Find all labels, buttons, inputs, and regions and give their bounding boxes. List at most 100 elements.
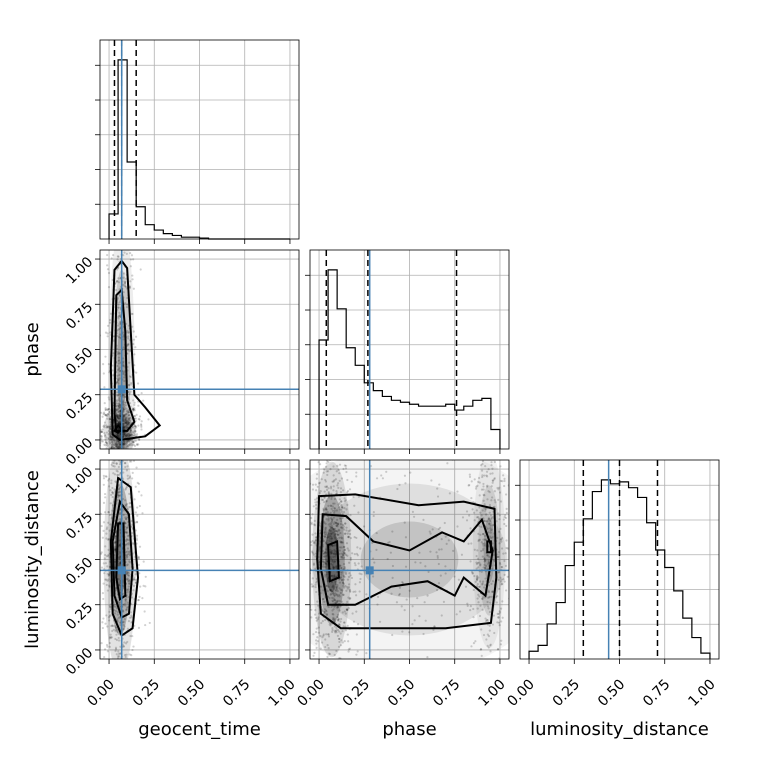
sample-point bbox=[109, 502, 112, 505]
sample-point bbox=[117, 639, 121, 642]
sample-point bbox=[310, 608, 313, 611]
sample-point bbox=[481, 549, 485, 552]
sample-point bbox=[119, 601, 122, 604]
sample-point bbox=[127, 434, 130, 438]
sample-point bbox=[488, 491, 491, 494]
x-tick-label: 0.50 bbox=[595, 677, 628, 710]
sample-point bbox=[123, 432, 126, 435]
sample-point bbox=[356, 554, 359, 557]
sample-point bbox=[108, 321, 112, 324]
sample-point bbox=[505, 511, 508, 515]
x-tick-label: 0.50 bbox=[175, 677, 208, 710]
sample-point bbox=[110, 435, 113, 439]
sample-point bbox=[122, 364, 125, 368]
sample-point bbox=[341, 555, 344, 558]
sample-point bbox=[343, 549, 346, 552]
sample-point bbox=[330, 487, 333, 490]
sample-point bbox=[115, 638, 119, 642]
sample-point bbox=[333, 544, 336, 547]
sample-point bbox=[116, 451, 118, 453]
sample-point bbox=[497, 555, 500, 558]
sample-point bbox=[333, 576, 336, 579]
sample-point bbox=[119, 457, 121, 459]
sample-point bbox=[109, 312, 113, 315]
sample-point bbox=[341, 665, 343, 667]
sample-point bbox=[480, 628, 483, 631]
sample-point bbox=[324, 485, 327, 488]
sample-point bbox=[110, 444, 113, 447]
sample-point bbox=[242, 506, 244, 508]
sample-point bbox=[488, 545, 491, 548]
sample-point bbox=[101, 430, 104, 433]
sample-point bbox=[131, 278, 134, 281]
sample-point bbox=[337, 728, 339, 730]
sample-point bbox=[124, 407, 127, 410]
sample-point bbox=[341, 557, 344, 560]
sample-point bbox=[109, 434, 112, 437]
sample-point bbox=[116, 258, 119, 261]
sample-point bbox=[291, 564, 293, 566]
sample-point bbox=[491, 590, 494, 593]
sample-point bbox=[129, 419, 132, 423]
sample-point bbox=[438, 483, 441, 486]
sample-point bbox=[358, 590, 361, 593]
sample-point bbox=[353, 553, 356, 556]
sample-point bbox=[347, 606, 350, 610]
sample-point bbox=[489, 514, 493, 517]
sample-point bbox=[114, 441, 117, 444]
sample-point bbox=[207, 511, 209, 513]
sample-point bbox=[477, 457, 479, 459]
scatter-panel-luminosity_distance_vs_phase bbox=[207, 383, 510, 730]
sample-point bbox=[116, 428, 119, 431]
sample-point bbox=[475, 383, 477, 385]
sample-point bbox=[108, 573, 111, 576]
sample-point bbox=[118, 423, 121, 426]
sample-point bbox=[118, 446, 121, 449]
sample-point bbox=[348, 561, 351, 564]
sample-point bbox=[132, 457, 134, 459]
sample-point bbox=[503, 580, 506, 583]
sample-point bbox=[376, 603, 379, 606]
sample-point bbox=[311, 585, 314, 588]
sample-point bbox=[111, 450, 113, 452]
sample-point bbox=[118, 288, 121, 291]
sample-point bbox=[109, 614, 112, 617]
sample-point bbox=[483, 542, 486, 545]
sample-point bbox=[120, 695, 122, 697]
sample-point bbox=[114, 480, 117, 483]
sample-point bbox=[104, 433, 107, 437]
sample-point bbox=[429, 550, 432, 553]
sample-point bbox=[469, 527, 472, 530]
sample-point bbox=[336, 634, 340, 637]
sample-point bbox=[118, 545, 121, 548]
sample-point bbox=[118, 423, 121, 426]
sample-point bbox=[118, 671, 120, 673]
y-tick-label: 0.75 bbox=[63, 509, 96, 542]
sample-point bbox=[408, 589, 411, 592]
sample-point bbox=[100, 435, 103, 438]
sample-point bbox=[123, 373, 126, 376]
sample-point bbox=[487, 607, 490, 610]
sample-point bbox=[116, 417, 120, 420]
sample-point bbox=[352, 620, 356, 623]
sample-point bbox=[123, 396, 126, 399]
sample-point bbox=[106, 247, 108, 249]
sample-point bbox=[114, 646, 118, 649]
sample-point bbox=[123, 446, 126, 449]
sample-point bbox=[324, 541, 328, 545]
sample-point bbox=[310, 543, 313, 547]
sample-point bbox=[131, 471, 134, 474]
sample-point bbox=[128, 582, 131, 585]
sample-point bbox=[127, 411, 130, 414]
sample-point bbox=[480, 469, 484, 472]
sample-point bbox=[126, 433, 130, 436]
sample-point bbox=[103, 511, 107, 514]
sample-point bbox=[124, 461, 127, 465]
sample-point bbox=[314, 542, 317, 545]
sample-point bbox=[476, 574, 479, 578]
sample-point bbox=[482, 586, 486, 589]
sample-point bbox=[129, 429, 132, 432]
sample-point bbox=[338, 637, 341, 640]
sample-point bbox=[128, 434, 131, 438]
sample-point bbox=[126, 571, 129, 574]
